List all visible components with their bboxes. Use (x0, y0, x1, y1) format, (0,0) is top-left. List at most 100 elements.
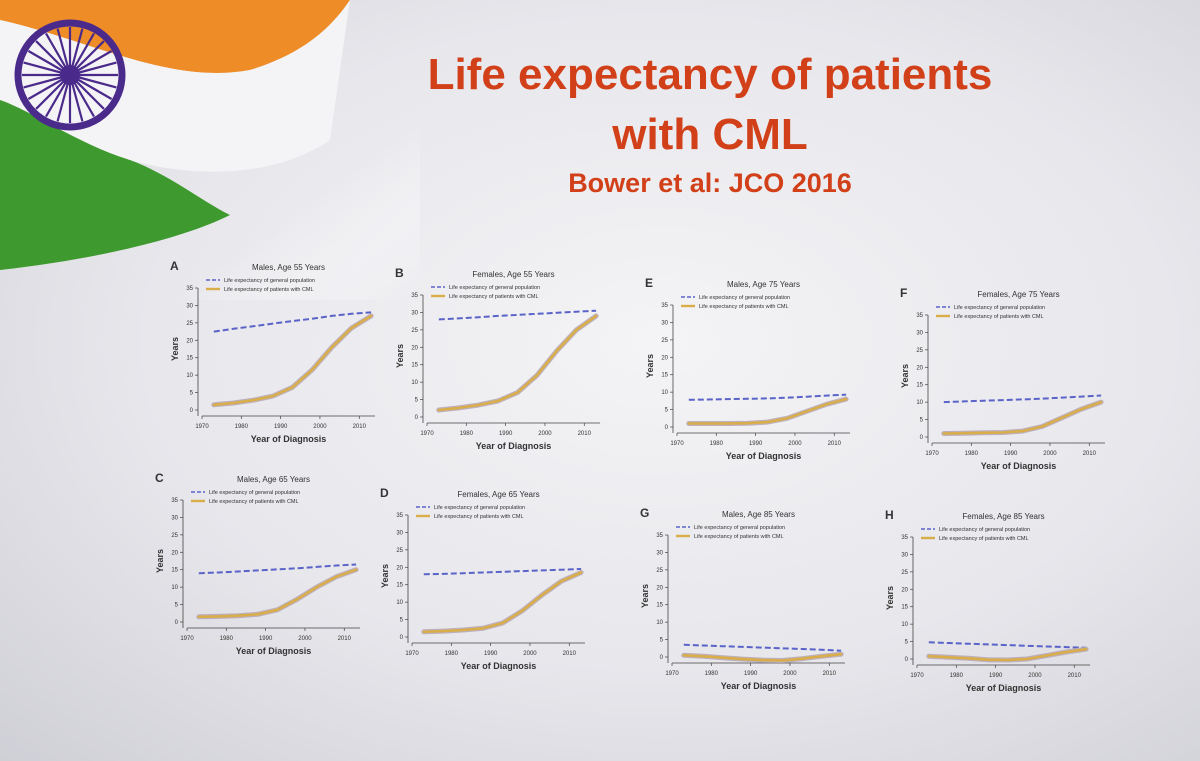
x-tick-label: 1970 (910, 673, 924, 679)
y-tick-label: 10 (411, 380, 418, 386)
y-tick-label: 15 (411, 363, 418, 369)
y-axis-label: Years (170, 337, 180, 361)
chart-panel-b: B Females, Age 55 Years Life expectancy of… (395, 265, 625, 475)
series-line-cml-patients (927, 647, 1088, 662)
series-line-general-population (198, 563, 357, 575)
y-tick-label: 10 (916, 400, 923, 406)
legend-label: Life expectancy of patients with CML (434, 514, 524, 520)
y-tick-label: 20 (901, 587, 908, 593)
x-tick-label: 2000 (783, 671, 797, 677)
series-line-general-population (688, 393, 847, 401)
y-axis-label: Years (885, 586, 895, 610)
y-tick-label: 35 (396, 513, 403, 519)
x-tick-label: 1980 (705, 671, 719, 677)
y-tick-label: 30 (916, 330, 923, 336)
x-tick-label: 2010 (823, 671, 837, 677)
y-tick-label: 35 (171, 498, 178, 504)
y-tick-label: 5 (190, 391, 194, 397)
y-tick-label: 35 (916, 313, 923, 319)
x-tick-label: 2000 (313, 424, 327, 430)
y-tick-label: 10 (661, 390, 668, 396)
chart-panel-e: E Males, Age 75 Years Life expectancy of g… (645, 275, 875, 485)
y-tick-label: 25 (186, 321, 193, 327)
x-tick-label: 2010 (828, 441, 842, 447)
y-tick-label: 25 (916, 348, 923, 354)
x-tick-label: 1980 (235, 424, 249, 430)
y-tick-label: 30 (411, 310, 418, 316)
y-tick-label: 35 (411, 293, 418, 299)
y-tick-label: 20 (186, 338, 193, 344)
chart-panel-a: A Males, Age 55 Years Life expectancy of g… (170, 258, 400, 468)
x-axis-label: Year of Diagnosis (236, 646, 312, 656)
y-tick-label: 5 (400, 618, 404, 624)
x-tick-label: 2010 (1068, 673, 1082, 679)
y-tick-label: 35 (186, 286, 193, 292)
chart-svg: C Males, Age 65 Years Life expectancy of g… (155, 471, 360, 656)
y-tick-label: 0 (665, 425, 669, 431)
y-tick-label: 10 (656, 620, 663, 626)
y-tick-label: 10 (171, 585, 178, 591)
x-tick-label: 1990 (744, 671, 758, 677)
x-tick-label: 1970 (670, 441, 684, 447)
series-line-general-population (928, 641, 1087, 649)
panel-letter: B (395, 266, 404, 280)
y-tick-label: 15 (186, 356, 193, 362)
y-tick-label: 5 (660, 638, 664, 644)
panel-letter: D (380, 486, 389, 500)
legend-label: Life expectancy of general population (954, 305, 1045, 311)
series-line-cml-patients (682, 652, 843, 662)
x-axis-label: Year of Diagnosis (476, 441, 552, 451)
x-tick-label: 1990 (1004, 451, 1018, 457)
y-tick-label: 30 (661, 320, 668, 326)
x-tick-label: 1990 (259, 636, 273, 642)
x-tick-label: 1970 (405, 651, 419, 657)
y-tick-label: 25 (411, 328, 418, 334)
y-tick-label: 20 (661, 355, 668, 361)
x-tick-label: 2000 (523, 651, 537, 657)
y-axis-label: Years (645, 354, 655, 378)
chart-svg: H Females, Age 85 Years Life expectancy of… (885, 508, 1090, 693)
series-band-cml-ci (436, 313, 599, 413)
y-tick-label: 10 (186, 373, 193, 379)
y-tick-label: 20 (411, 345, 418, 351)
x-tick-label: 2010 (353, 424, 367, 430)
y-tick-label: 25 (171, 533, 178, 539)
x-tick-label: 1990 (749, 441, 763, 447)
y-tick-label: 30 (396, 530, 403, 536)
chart-svg: D Females, Age 65 Years Life expectancy of… (380, 486, 585, 671)
series-band-cml-ci (686, 396, 849, 426)
y-tick-label: 0 (660, 655, 664, 661)
x-axis-label: Year of Diagnosis (251, 434, 327, 444)
y-tick-label: 30 (656, 550, 663, 556)
series-line-cml-patients (942, 400, 1103, 435)
x-tick-label: 1980 (710, 441, 724, 447)
x-axis-label: Year of Diagnosis (721, 681, 797, 691)
legend-label: Life expectancy of general population (224, 278, 315, 284)
series-line-cml-patients (422, 571, 583, 634)
legend-label: Life expectancy of patients with CML (449, 294, 539, 300)
x-tick-label: 1990 (499, 431, 513, 437)
slide-title-line2: with CML (612, 110, 808, 159)
chart-svg: B Females, Age 55 Years Life expectancy of… (395, 266, 600, 451)
x-tick-label: 2010 (338, 636, 352, 642)
y-axis-label: Years (380, 564, 390, 588)
y-tick-label: 30 (186, 303, 193, 309)
y-tick-label: 10 (396, 600, 403, 606)
panel-letter: F (900, 286, 907, 300)
panel-title: Males, Age 65 Years (237, 475, 310, 484)
x-tick-label: 1970 (925, 451, 939, 457)
y-tick-label: 5 (175, 603, 179, 609)
x-tick-label: 2000 (538, 431, 552, 437)
y-tick-label: 15 (396, 583, 403, 589)
y-tick-label: 30 (171, 515, 178, 521)
y-tick-label: 0 (175, 620, 179, 626)
y-tick-label: 35 (901, 535, 908, 541)
y-tick-label: 25 (656, 568, 663, 574)
panel-title: Males, Age 85 Years (722, 510, 795, 519)
panel-title: Females, Age 55 Years (472, 270, 554, 279)
y-tick-label: 20 (396, 565, 403, 571)
x-tick-label: 2010 (563, 651, 577, 657)
series-line-general-population (438, 309, 597, 321)
y-tick-label: 30 (901, 552, 908, 558)
x-tick-label: 2000 (1043, 451, 1057, 457)
